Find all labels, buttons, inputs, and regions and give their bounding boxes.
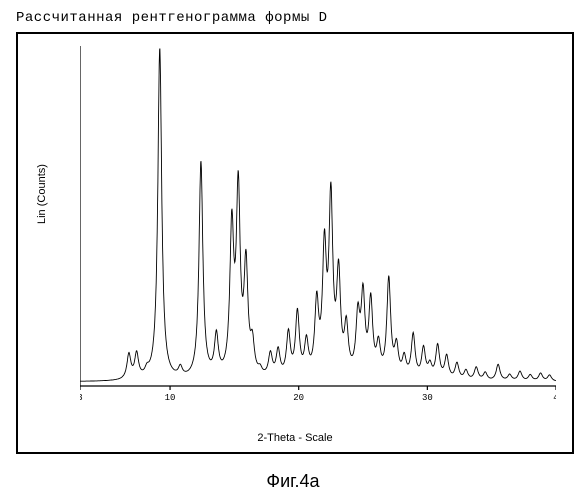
svg-text:4: 4 [553,393,556,403]
svg-text:3: 3 [80,393,83,403]
x-ticks: 3 10 20 30 4 [80,386,556,403]
svg-text:20: 20 [293,393,304,403]
xrd-plot: 0100002000030000400005000060000700008000… [80,46,556,406]
x-axis-label: 2-Theta - Scale [18,432,572,444]
y-axis-label: Lin (Counts) [36,164,48,224]
chart-frame: Lin (Counts) 010000200003000040000500006… [16,32,574,454]
chart-title: Рассчитанная рентгенограмма формы D [16,10,328,26]
diffractogram-trace [80,49,556,382]
figure-caption: Фиг.4а [0,471,586,492]
svg-text:10: 10 [165,393,176,403]
svg-text:30: 30 [422,393,433,403]
page: Рассчитанная рентгенограмма формы D Lin … [0,0,586,500]
